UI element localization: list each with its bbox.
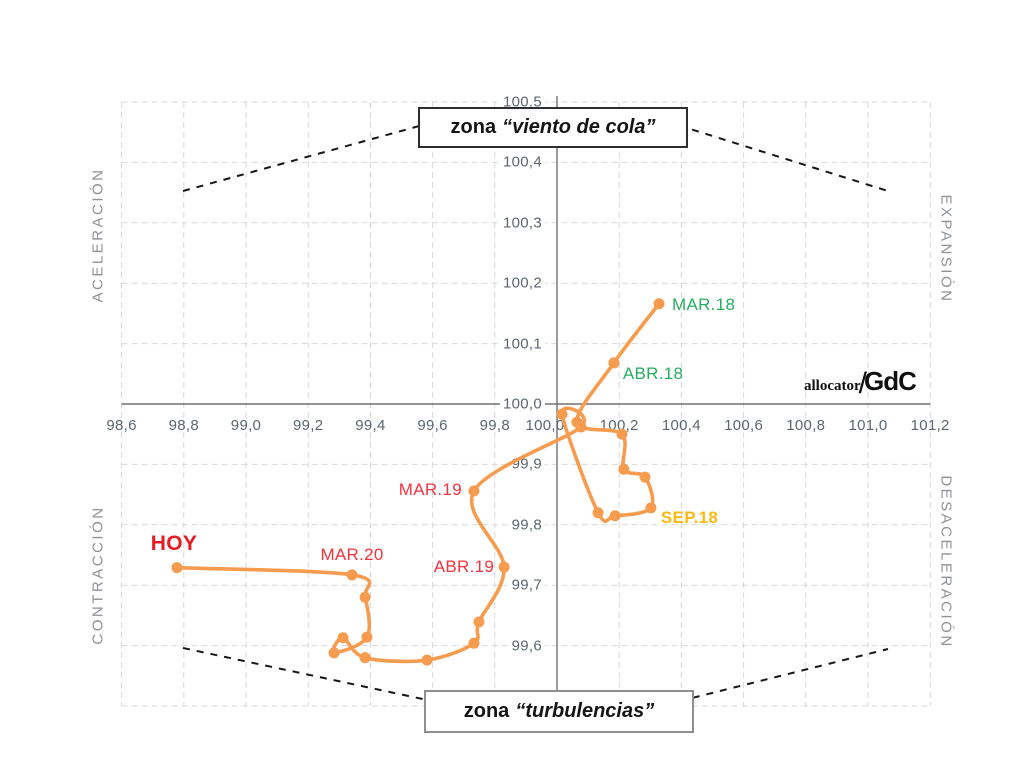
data-point-marker [653, 298, 665, 310]
data-point-marker [609, 510, 621, 522]
data-point-marker [639, 471, 651, 483]
data-point-marker [575, 421, 587, 433]
data-point-marker [608, 357, 620, 369]
data-point-marker [645, 502, 657, 514]
data-point-marker [328, 647, 340, 659]
data-point-marker [171, 562, 183, 574]
data-point-marker [359, 652, 371, 664]
cycle-trajectory-line [175, 301, 661, 664]
data-point-marker [421, 654, 433, 666]
zone-dashed-line [182, 116, 453, 192]
data-point-marker [468, 637, 480, 649]
data-point-marker [346, 569, 358, 581]
zone-dashed-line [182, 647, 461, 708]
data-point-marker [337, 632, 349, 644]
zone-dashed-line [651, 648, 889, 709]
data-point-marker [618, 463, 630, 475]
data-point-marker [498, 561, 510, 573]
data-point-marker [556, 408, 568, 420]
data-point-marker [359, 591, 371, 603]
data-point-marker [592, 507, 604, 519]
data-point-marker [468, 485, 480, 497]
data-point-marker [361, 631, 373, 643]
data-point-marker [473, 616, 485, 628]
data-point-marker [616, 428, 628, 440]
